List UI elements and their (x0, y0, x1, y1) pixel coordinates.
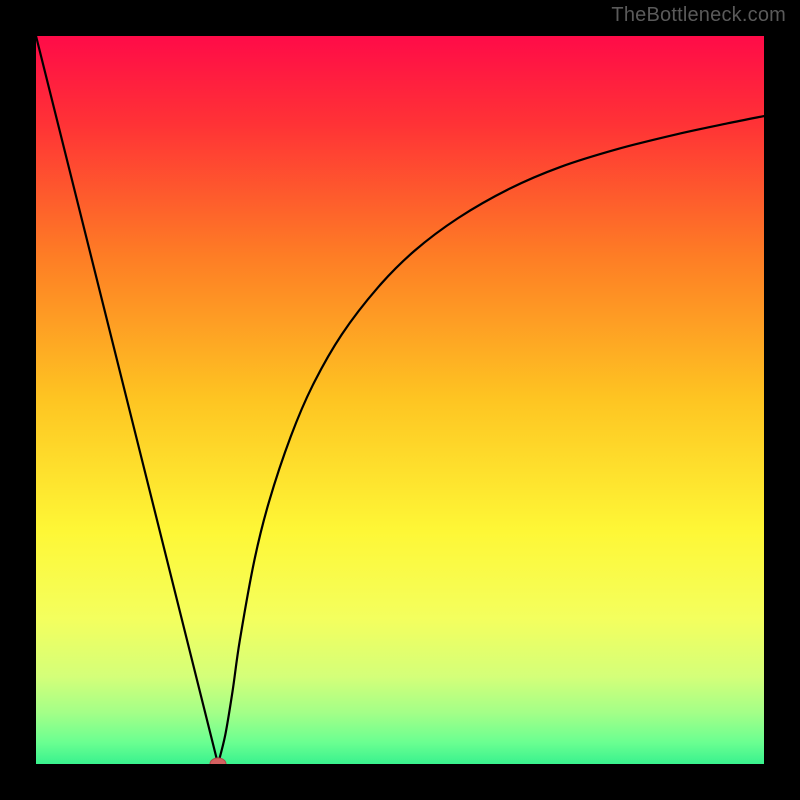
chart-background (36, 36, 764, 764)
chart-svg (36, 36, 764, 764)
chart-plot-area (36, 36, 764, 764)
watermark-text: TheBottleneck.com (611, 4, 786, 27)
